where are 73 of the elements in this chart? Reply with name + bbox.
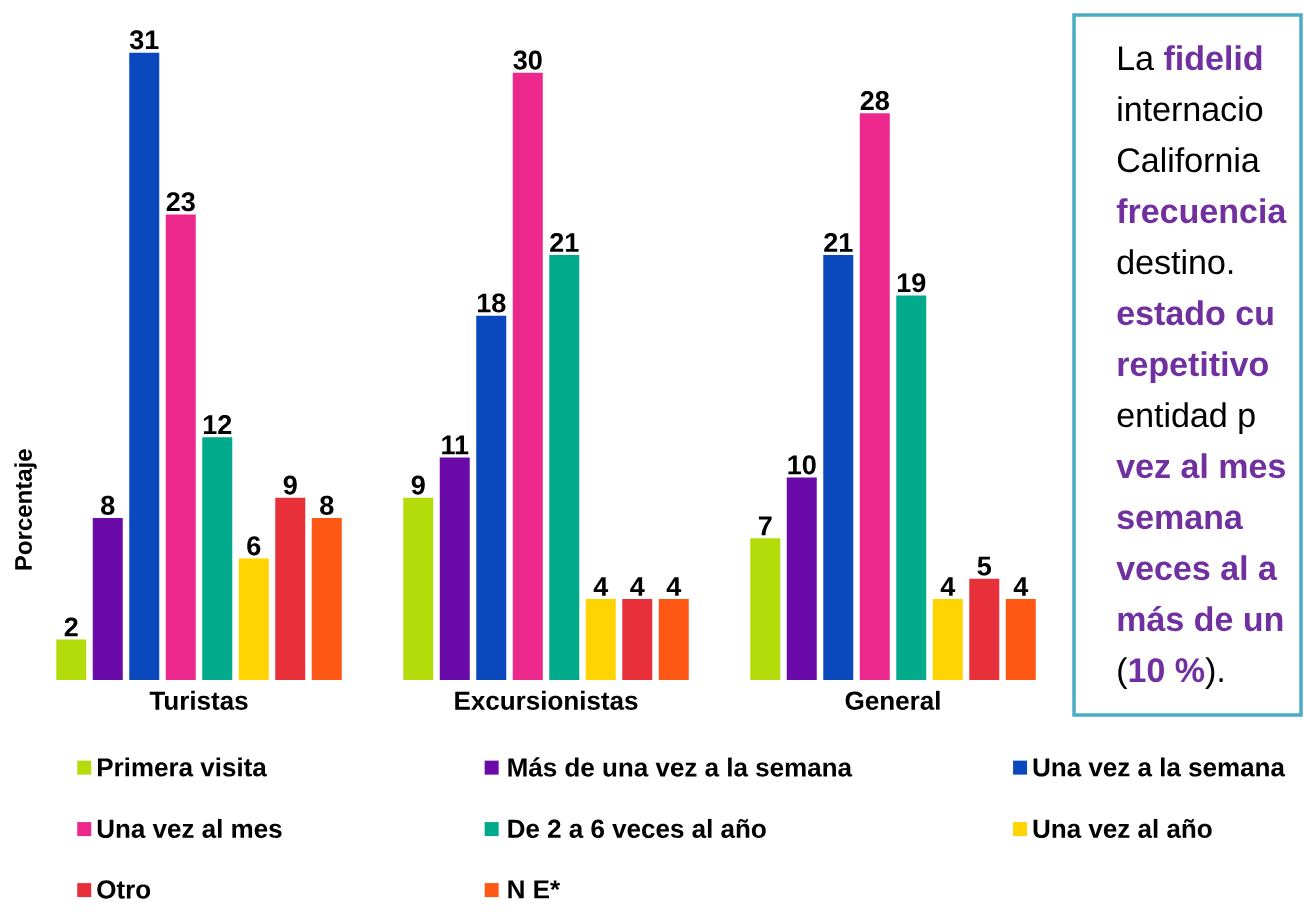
bar: [932, 599, 963, 680]
bar: [92, 518, 123, 680]
text: veces al a: [1116, 555, 1278, 581]
bar: [238, 558, 269, 680]
data-label: 21: [550, 232, 579, 252]
data-label: 4: [666, 577, 682, 596]
bar: [476, 315, 507, 680]
data-label: 8: [320, 495, 334, 515]
text: (10 %).: [1118, 657, 1223, 689]
legend-label: Más de una vez a la semana: [508, 757, 853, 777]
data-label: 11: [442, 435, 469, 455]
data-label: 4: [1013, 577, 1029, 596]
y-axis-title: Porcentaje: [14, 449, 37, 570]
data-label: 19: [897, 273, 926, 293]
bar: [129, 52, 160, 680]
data-label: 9: [283, 475, 297, 495]
text: repetitivo: [1118, 351, 1268, 383]
bar: [896, 295, 927, 680]
data-label: 31: [129, 30, 159, 50]
x-tick-label: Excursionistas: [455, 690, 638, 710]
data-label: 6: [247, 536, 261, 556]
x-tick-label: General: [845, 690, 940, 710]
legend-label: Una vez al año: [1033, 818, 1212, 839]
data-label: 28: [860, 91, 889, 111]
data-label: 4: [940, 577, 956, 596]
legend-label: Una vez al mes: [97, 818, 282, 839]
legend-label: Una vez a la semana: [1033, 757, 1286, 777]
text: California: [1117, 147, 1260, 173]
text: semana: [1117, 510, 1244, 530]
data-label: 4: [593, 577, 609, 596]
bar: [439, 457, 470, 680]
bar: [311, 518, 342, 680]
data-label: 8: [101, 495, 115, 515]
text: La fidelid: [1119, 45, 1262, 71]
bar: [56, 639, 87, 680]
bar: [512, 72, 543, 680]
text: estado cu: [1117, 300, 1273, 326]
bar: [622, 599, 653, 680]
bar: [1005, 599, 1036, 680]
text: frecuencia: [1116, 198, 1287, 224]
data-label: 10: [788, 455, 816, 475]
text: entidad p: [1117, 402, 1255, 434]
bar: [275, 497, 306, 680]
data-label: 18: [477, 293, 506, 313]
data-label: 23: [166, 192, 195, 212]
bar: [549, 255, 580, 680]
data-label: 9: [411, 475, 425, 495]
bar: [403, 497, 434, 680]
bar: [969, 578, 1000, 680]
legend-label: Primera visita: [97, 757, 267, 777]
data-label: 21: [824, 232, 853, 252]
text: destino.: [1117, 249, 1233, 275]
bar: [202, 437, 233, 680]
data-label: 2: [64, 617, 78, 637]
x-tick-label: Turistas: [149, 690, 248, 710]
data-label: 12: [203, 415, 232, 434]
bar: [750, 538, 781, 680]
bar: [658, 599, 689, 680]
text: internacio: [1118, 96, 1263, 122]
bar: [823, 255, 854, 680]
data-label: 5: [977, 556, 992, 576]
text: más de un: [1118, 605, 1283, 632]
data-label: 4: [630, 577, 645, 596]
legend-label: De 2 a 6 veces al año: [508, 818, 766, 839]
bar: [786, 477, 817, 680]
bar: [859, 113, 890, 680]
bar: [585, 599, 616, 680]
bar: [165, 214, 196, 680]
legend-label: Otro: [97, 880, 151, 899]
data-label: 30: [513, 50, 542, 70]
legend-label: N E*: [508, 880, 561, 899]
text: vez al mes: [1116, 453, 1285, 479]
data-label: 7: [758, 516, 772, 536]
